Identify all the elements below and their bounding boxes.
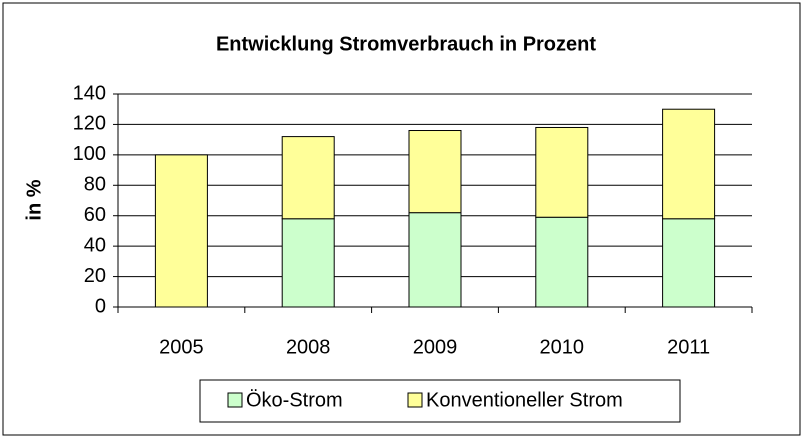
y-tick-label: 20: [84, 265, 106, 287]
bar-segment: [281, 218, 335, 308]
legend-swatch: [407, 392, 423, 408]
y-axis-label: in %: [23, 179, 45, 220]
bar-segment: [408, 130, 462, 214]
bar-segment: [281, 136, 335, 220]
y-tick-label: 0: [95, 295, 106, 317]
bar-segment: [535, 126, 589, 218]
y-tick-label: 100: [73, 143, 106, 165]
bar-segment: [535, 216, 589, 308]
chart-title: Entwicklung Stromverbrauch in Prozent: [216, 33, 596, 55]
y-tick-label: 120: [73, 113, 106, 135]
bar-segment: [662, 218, 716, 308]
x-tick-label: 2011: [667, 336, 710, 358]
bar-segment: [662, 108, 716, 220]
legend-label: Öko-Strom: [246, 389, 343, 411]
x-tick-label: 2008: [286, 336, 331, 358]
y-tick-label: 40: [84, 234, 106, 256]
x-tick-label: 2005: [159, 336, 204, 358]
y-tick-label: 140: [73, 82, 106, 104]
y-tick-label: 80: [84, 174, 106, 196]
y-tick-label: 60: [84, 204, 106, 226]
legend-box: [199, 379, 681, 423]
x-tick-label: 2009: [413, 336, 458, 358]
legend-label: Konventioneller Strom: [426, 389, 623, 411]
legend-swatch: [227, 392, 243, 408]
x-tick-label: 2010: [540, 336, 585, 358]
bar-segment: [154, 154, 208, 308]
bar-segment: [408, 212, 462, 308]
